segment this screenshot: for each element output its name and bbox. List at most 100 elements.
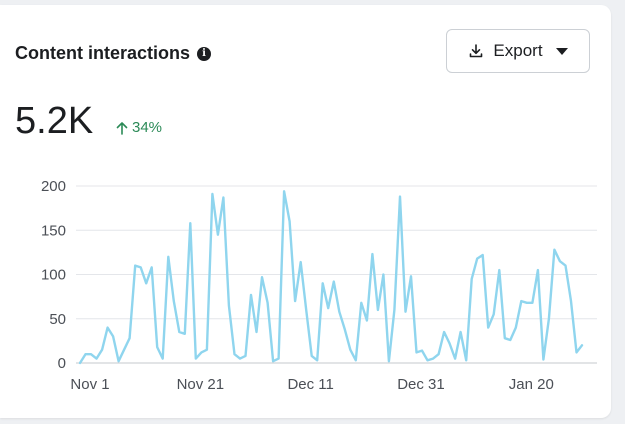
data-point[interactable]	[336, 309, 342, 315]
data-point[interactable]	[138, 264, 144, 270]
data-point[interactable]	[105, 325, 111, 331]
data-point[interactable]	[524, 300, 530, 306]
data-point[interactable]	[551, 247, 557, 253]
data-point[interactable]	[110, 333, 116, 339]
data-point[interactable]	[507, 337, 513, 343]
data-point[interactable]	[154, 344, 160, 350]
data-point[interactable]	[380, 272, 386, 278]
data-point[interactable]	[480, 252, 486, 258]
data-point[interactable]	[320, 280, 326, 286]
data-point[interactable]	[325, 305, 331, 311]
data-point[interactable]	[259, 274, 265, 280]
data-point[interactable]	[220, 195, 226, 201]
data-point[interactable]	[314, 357, 320, 363]
data-point[interactable]	[403, 309, 409, 315]
chevron-down-icon	[555, 47, 568, 55]
data-point[interactable]	[121, 347, 127, 353]
data-point[interactable]	[88, 351, 94, 357]
data-point[interactable]	[474, 256, 480, 262]
data-point[interactable]	[127, 335, 133, 341]
data-point[interactable]	[309, 353, 315, 359]
data-point[interactable]	[502, 335, 508, 341]
data-point[interactable]	[391, 307, 397, 313]
data-point[interactable]	[232, 351, 238, 357]
data-point[interactable]	[375, 307, 381, 313]
data-point[interactable]	[182, 331, 188, 337]
data-point[interactable]	[171, 298, 177, 304]
data-point[interactable]	[99, 347, 105, 353]
data-point[interactable]	[546, 316, 552, 322]
data-point[interactable]	[579, 342, 585, 348]
data-point[interactable]	[303, 307, 309, 313]
download-icon	[470, 44, 483, 58]
data-point[interactable]	[204, 347, 210, 353]
data-point[interactable]	[414, 349, 420, 355]
data-point[interactable]	[469, 276, 475, 282]
data-point[interactable]	[436, 351, 442, 357]
data-point[interactable]	[243, 353, 249, 359]
data-point[interactable]	[77, 360, 83, 366]
data-point[interactable]	[485, 325, 491, 331]
data-point[interactable]	[425, 357, 431, 363]
data-point[interactable]	[276, 356, 282, 362]
data-point[interactable]	[563, 263, 569, 269]
x-tick-label: Jan 20	[509, 376, 554, 393]
y-tick-label: 100	[41, 267, 66, 284]
change-indicator: 34%	[116, 119, 162, 136]
data-point[interactable]	[270, 358, 276, 364]
data-point[interactable]	[116, 358, 122, 364]
data-point[interactable]	[540, 357, 546, 363]
data-point[interactable]	[149, 264, 155, 270]
data-point[interactable]	[491, 311, 497, 317]
data-point[interactable]	[430, 356, 436, 362]
data-point[interactable]	[535, 267, 541, 273]
data-point[interactable]	[193, 356, 199, 362]
data-point[interactable]	[165, 254, 171, 260]
data-point[interactable]	[160, 356, 166, 362]
data-point[interactable]	[447, 341, 453, 347]
data-point[interactable]	[292, 298, 298, 304]
data-point[interactable]	[358, 300, 364, 306]
data-point[interactable]	[347, 347, 353, 353]
data-point[interactable]	[94, 356, 100, 362]
data-point[interactable]	[386, 358, 392, 364]
data-point[interactable]	[568, 298, 574, 304]
export-button[interactable]: Export	[446, 29, 590, 73]
data-point[interactable]	[237, 356, 243, 362]
data-point[interactable]	[132, 263, 138, 269]
data-point[interactable]	[441, 329, 447, 335]
data-point[interactable]	[496, 267, 502, 273]
data-point[interactable]	[198, 349, 204, 355]
data-point[interactable]	[226, 303, 232, 309]
data-point[interactable]	[143, 280, 149, 286]
data-point[interactable]	[254, 329, 260, 335]
data-point[interactable]	[248, 292, 254, 298]
data-point[interactable]	[397, 194, 403, 200]
data-point[interactable]	[176, 329, 182, 335]
data-point[interactable]	[452, 356, 458, 362]
data-point[interactable]	[281, 188, 287, 194]
data-point[interactable]	[209, 191, 215, 197]
data-point[interactable]	[529, 300, 535, 306]
data-point[interactable]	[364, 318, 370, 324]
data-point[interactable]	[187, 220, 193, 226]
data-point[interactable]	[408, 273, 414, 279]
data-point[interactable]	[574, 349, 580, 355]
data-point[interactable]	[557, 258, 563, 264]
data-point[interactable]	[463, 357, 469, 363]
data-point[interactable]	[331, 279, 337, 285]
data-point[interactable]	[353, 357, 359, 363]
info-icon[interactable]: i	[197, 46, 212, 61]
data-point[interactable]	[369, 251, 375, 257]
data-point[interactable]	[83, 351, 89, 357]
data-point[interactable]	[265, 300, 271, 306]
data-point[interactable]	[215, 232, 221, 238]
export-label: Export	[493, 41, 543, 60]
data-point[interactable]	[513, 325, 519, 331]
data-point[interactable]	[298, 259, 304, 265]
data-point[interactable]	[419, 348, 425, 354]
data-point[interactable]	[287, 218, 293, 224]
data-point[interactable]	[342, 326, 348, 332]
data-point[interactable]	[518, 298, 524, 304]
data-point[interactable]	[458, 329, 464, 335]
